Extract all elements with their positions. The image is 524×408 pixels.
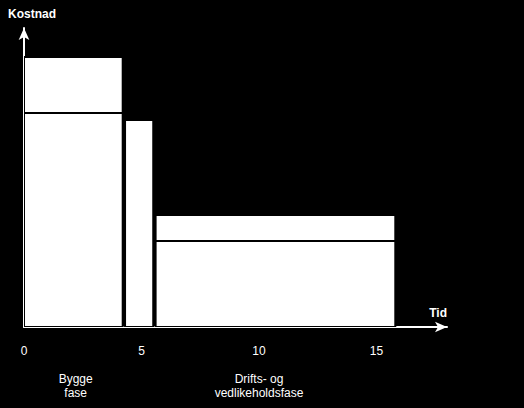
svg-text:Drifts- og: Drifts- og [235, 372, 284, 386]
svg-text:vedlikeholdsfase: vedlikeholdsfase [215, 386, 304, 400]
svg-text:10: 10 [252, 344, 266, 358]
svg-text:0: 0 [21, 344, 28, 358]
svg-text:5: 5 [138, 344, 145, 358]
svg-text:fase: fase [64, 386, 87, 400]
svg-text:Bygge: Bygge [59, 372, 93, 386]
svg-text:Tid: Tid [429, 306, 447, 320]
svg-text:Kostnad: Kostnad [8, 7, 56, 21]
svg-text:15: 15 [370, 344, 384, 358]
